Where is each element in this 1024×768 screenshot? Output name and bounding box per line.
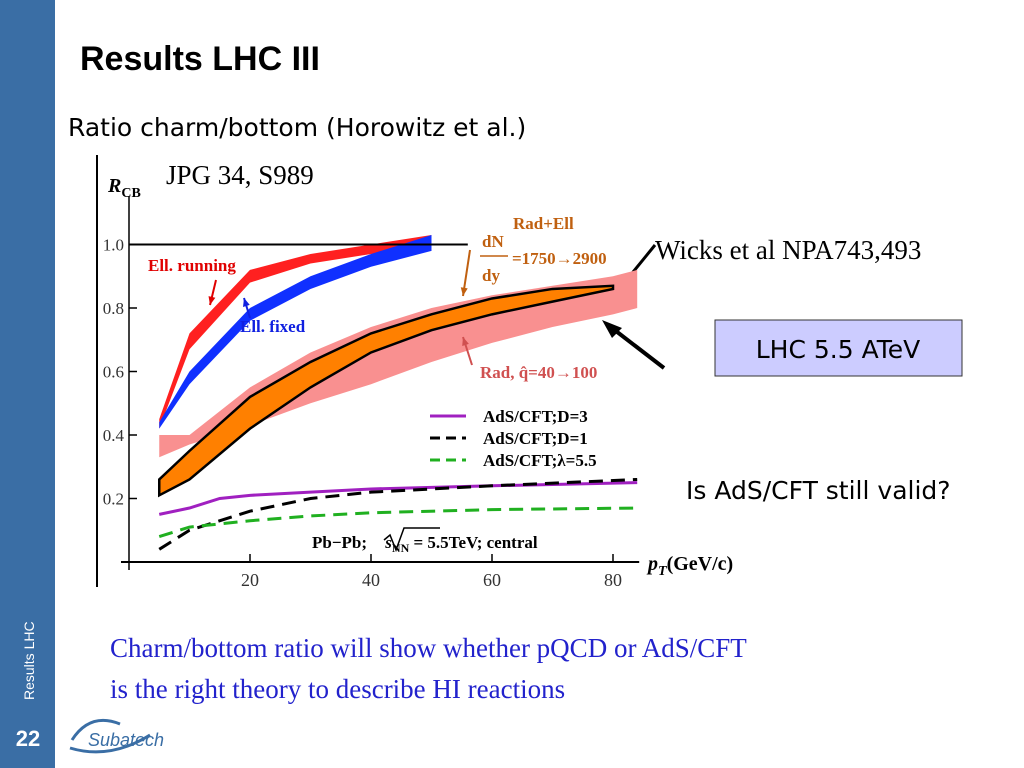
x-tick-label: 60 <box>483 570 501 590</box>
annotation-part: Pb−Pb; <box>312 533 371 552</box>
x-axis-label: pT(GeV/c) <box>646 553 733 579</box>
slide-title: Results LHC III <box>80 40 320 78</box>
annotation: Ell. running <box>148 256 236 275</box>
wicks-reference: Wicks et al NPA743,493 <box>655 235 921 265</box>
y-tick-label: 0.6 <box>103 363 124 382</box>
plot: 0.2 0.4 0.6 0.8 1.0 20 40 60 80 RCB pT(GeV/c) AdS/C… <box>96 155 733 590</box>
annotation: Rad+Ell <box>513 214 574 233</box>
subtitle: Ratio charm/bottom (Horowitz et al.) <box>68 113 526 142</box>
sidebar-label: Results LHC <box>21 621 37 700</box>
annotation: =1750→2900 <box>512 249 607 268</box>
y-axis-label: RCB <box>107 175 141 201</box>
lhc-arrow <box>610 326 666 370</box>
y-axis-label-sub: CB <box>121 186 140 201</box>
legend-label: AdS/CFT;D=1 <box>483 429 588 448</box>
line <box>158 477 638 551</box>
annotation-part: NN <box>392 541 410 555</box>
y-tick-label: 0.8 <box>103 299 124 318</box>
plot-reference: JPG 34, S989 <box>166 160 314 190</box>
lhc-box <box>714 319 963 377</box>
lhc-box-text: LHC 5.5 ATeV <box>756 335 921 364</box>
x-tick-label: 80 <box>604 570 622 590</box>
y-axis-label-main: R <box>107 175 121 197</box>
annotation: dy <box>482 266 500 285</box>
annotation: Pb−Pb; sNN = 5.5TeV; central <box>312 533 538 555</box>
logo: Subatech <box>88 730 164 750</box>
annotation: Ell. fixed <box>240 317 306 336</box>
line <box>158 481 638 516</box>
sidebar <box>0 0 55 768</box>
y-tick-label: 1.0 <box>103 236 124 255</box>
line <box>158 506 638 539</box>
y-tick-label: 0.2 <box>103 490 124 509</box>
question: Is AdS/CFT still valid? <box>686 476 951 505</box>
page-number: 22 <box>16 726 40 751</box>
sqrt-sign <box>383 527 440 553</box>
x-axis-label-unit: (GeV/c) <box>667 553 734 575</box>
band <box>159 234 432 429</box>
annotation-arrow-head <box>462 337 469 346</box>
annotation-part: s <box>384 533 392 552</box>
lhc-arrow-head <box>602 320 622 338</box>
annotation-arrow-head <box>208 296 216 305</box>
y-tick-label: 0.4 <box>103 426 125 445</box>
conclusion-line: Charm/bottom ratio will show whether pQC… <box>110 633 747 663</box>
annotation-arrow-head <box>460 287 468 296</box>
x-tick-label: 40 <box>362 570 380 590</box>
legend-label: AdS/CFT;λ=5.5 <box>483 451 597 470</box>
annotation-part: = 5.5TeV; central <box>409 533 538 552</box>
annotation-arrow-head <box>243 298 250 307</box>
band <box>158 284 615 498</box>
legend-label: AdS/CFT;D=3 <box>483 407 588 426</box>
x-axis-label-sub: T <box>658 564 668 579</box>
x-tick-label: 20 <box>241 570 259 590</box>
annotation: dN <box>482 232 504 251</box>
logo-swoosh <box>69 719 151 754</box>
annotation: Rad, q̂=40→100 <box>480 363 597 382</box>
conclusion-line: is the right theory to describe HI react… <box>110 674 565 704</box>
x-axis-label-main: p <box>646 553 658 575</box>
